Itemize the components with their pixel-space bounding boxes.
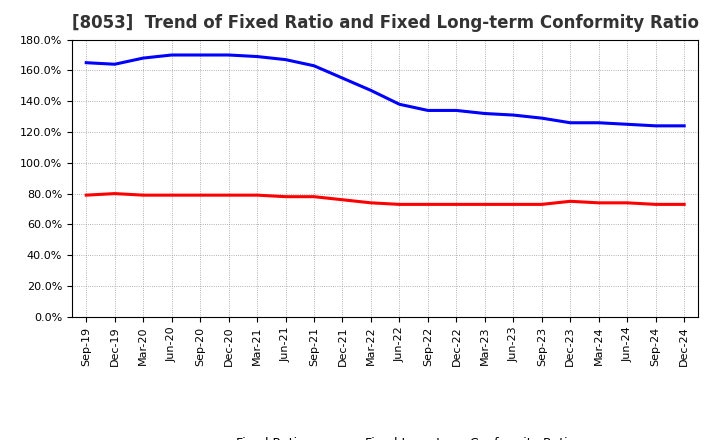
Fixed Long-term Conformity Ratio [82,192,91,198]
Fixed Long-term Conformity Ratio [110,191,119,196]
Fixed Long-term Conformity Ratio [595,200,603,205]
Fixed Long-term Conformity Ratio [310,194,318,199]
Line: Fixed Long-term Conformity Ratio: Fixed Long-term Conformity Ratio [86,194,684,204]
Fixed Ratio [196,52,204,58]
Fixed Long-term Conformity Ratio [537,202,546,207]
Fixed Ratio [225,52,233,58]
Fixed Ratio [310,63,318,68]
Fixed Ratio [366,88,375,93]
Fixed Long-term Conformity Ratio [139,192,148,198]
Fixed Long-term Conformity Ratio [423,202,432,207]
Fixed Ratio [509,112,518,117]
Fixed Ratio [395,102,404,107]
Fixed Long-term Conformity Ratio [196,192,204,198]
Fixed Ratio [480,111,489,116]
Fixed Long-term Conformity Ratio [225,192,233,198]
Fixed Long-term Conformity Ratio [253,192,261,198]
Fixed Ratio [139,55,148,61]
Fixed Long-term Conformity Ratio [480,202,489,207]
Fixed Long-term Conformity Ratio [652,202,660,207]
Title: [8053]  Trend of Fixed Ratio and Fixed Long-term Conformity Ratio: [8053] Trend of Fixed Ratio and Fixed Lo… [72,15,698,33]
Fixed Long-term Conformity Ratio [282,194,290,199]
Fixed Ratio [338,75,347,81]
Fixed Ratio [253,54,261,59]
Fixed Ratio [566,120,575,125]
Fixed Long-term Conformity Ratio [452,202,461,207]
Fixed Ratio [652,123,660,128]
Fixed Long-term Conformity Ratio [395,202,404,207]
Fixed Ratio [452,108,461,113]
Fixed Long-term Conformity Ratio [338,197,347,202]
Fixed Ratio [537,115,546,121]
Fixed Long-term Conformity Ratio [566,198,575,204]
Fixed Ratio [423,108,432,113]
Fixed Ratio [110,62,119,67]
Fixed Ratio [595,120,603,125]
Fixed Long-term Conformity Ratio [509,202,518,207]
Fixed Ratio [623,121,631,127]
Fixed Ratio [282,57,290,62]
Fixed Ratio [167,52,176,58]
Fixed Long-term Conformity Ratio [167,192,176,198]
Fixed Ratio [82,60,91,65]
Legend: Fixed Ratio, Fixed Long-term Conformity Ratio: Fixed Ratio, Fixed Long-term Conformity … [190,432,580,440]
Line: Fixed Ratio: Fixed Ratio [86,55,684,126]
Fixed Long-term Conformity Ratio [623,200,631,205]
Fixed Long-term Conformity Ratio [680,202,688,207]
Fixed Long-term Conformity Ratio [366,200,375,205]
Fixed Ratio [680,123,688,128]
